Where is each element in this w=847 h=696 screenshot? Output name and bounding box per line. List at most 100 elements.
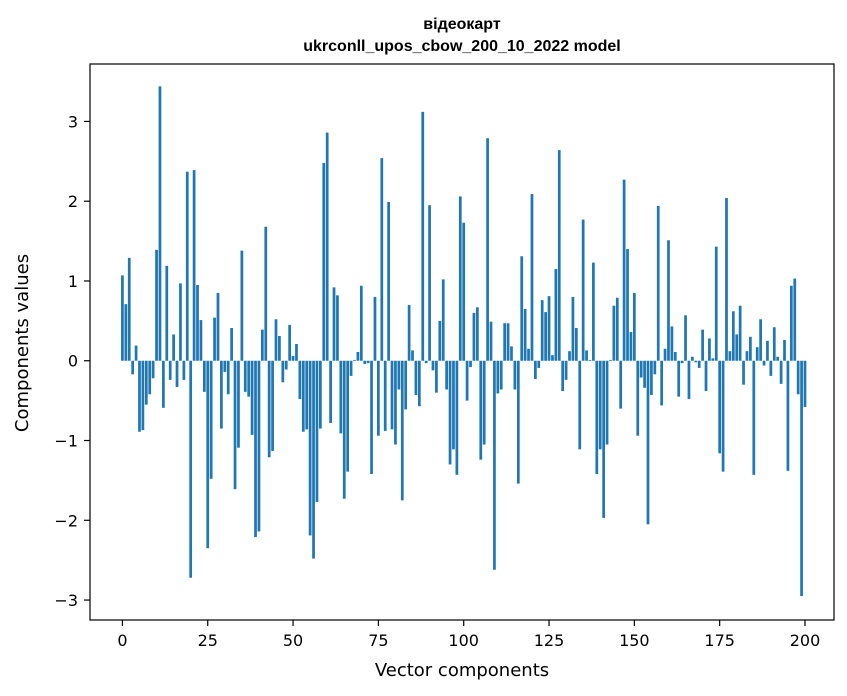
bar [605,360,609,445]
bar [342,360,346,499]
bar [216,292,220,361]
bar [738,305,742,361]
bar [752,360,756,475]
bar [571,296,575,361]
bar [574,328,578,361]
bar [639,360,643,378]
bar [417,360,421,407]
bar [165,265,169,361]
bar [407,304,411,361]
bar [564,360,568,380]
bar [489,321,493,361]
bar [749,336,752,361]
bar [394,360,397,445]
x-tick-label: 150 [619,631,650,650]
bar [298,360,302,400]
bar [581,219,585,361]
x-tick-label: 50 [283,631,303,650]
bar [380,158,384,361]
bar [356,351,360,361]
bar [697,360,701,368]
bar [793,278,797,361]
bar [711,358,715,361]
bar [554,269,558,361]
bar [179,283,182,361]
bar [202,360,206,392]
bar [677,360,681,397]
bar [448,360,452,465]
bar [346,360,350,472]
x-tick-label: 0 [117,631,127,650]
bar [196,284,199,361]
bar [694,360,698,363]
bar [144,360,148,405]
bar [404,360,408,410]
bar [595,360,599,475]
bar [301,360,305,432]
x-tick-label: 125 [534,631,565,650]
bar [411,350,414,361]
bar [353,359,356,361]
bar [493,360,496,570]
bar [704,360,708,392]
bar [520,256,524,361]
bar [629,332,633,361]
bar [363,360,367,364]
bar [278,336,281,361]
bar [267,360,271,458]
bar [390,360,394,430]
bar [656,205,660,361]
bar [755,347,759,361]
bar [479,360,483,460]
bar [561,360,565,392]
bar [636,360,640,436]
bar [759,319,762,361]
bar [544,312,547,361]
bar [397,360,401,390]
bar [288,324,292,361]
bar [513,360,517,390]
bar [209,360,213,479]
bar [735,334,739,361]
bar [435,360,438,393]
bar [598,360,602,450]
bar [660,360,664,406]
bar [414,360,418,396]
bar [632,292,636,361]
bar [458,196,462,361]
bar [527,348,530,361]
y-tick-label: −2 [54,511,78,530]
bar [776,356,780,361]
bar [557,150,561,361]
bar [141,360,145,431]
chart-title-line1: відеокарт [423,16,501,33]
bar [339,360,343,434]
bar [691,356,694,361]
bar [127,257,131,361]
bar [475,307,479,361]
bar [786,360,790,471]
x-tick-label: 200 [790,631,821,650]
bar [223,360,227,372]
bar [551,355,554,361]
bar [366,360,370,364]
bar [308,360,312,536]
bar [233,360,237,490]
bar [336,295,339,361]
bar [680,360,684,364]
bar [247,360,251,397]
bar [274,319,278,361]
bar [612,305,616,361]
bar [264,226,268,361]
bar [213,317,216,361]
bar [175,360,179,388]
bar [530,194,534,361]
bar [626,249,629,361]
bar [206,360,210,549]
bar [189,360,193,578]
bar [291,355,295,361]
bar [325,132,329,361]
bar [455,360,459,475]
bar [592,262,595,361]
